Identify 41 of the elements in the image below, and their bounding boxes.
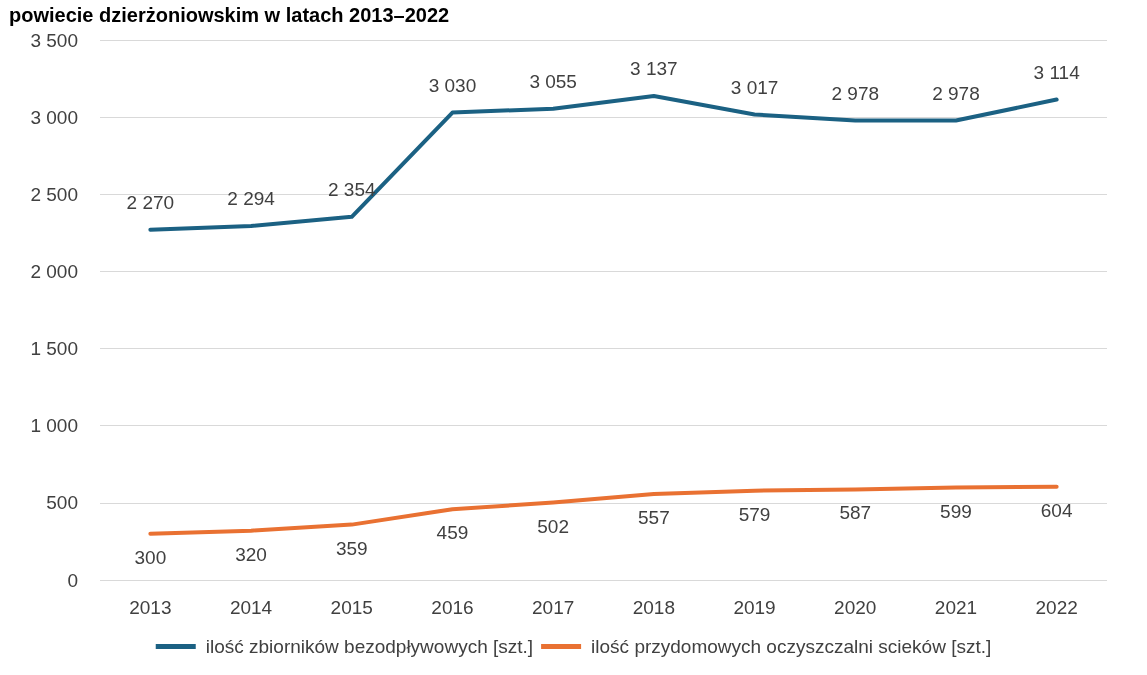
data-label: 2 978 <box>831 82 880 104</box>
data-label: 587 <box>839 502 872 524</box>
y-tick-label: 0 <box>67 569 78 591</box>
data-label: 359 <box>335 537 368 559</box>
data-label: 3 114 <box>1033 61 1081 83</box>
x-tick-label: 2017 <box>532 597 575 618</box>
data-label: 2 294 <box>227 188 276 210</box>
data-label: 3 030 <box>428 74 477 96</box>
data-label: 320 <box>235 543 267 565</box>
data-label: 2 978 <box>932 82 980 104</box>
y-tick-label: 2 500 <box>30 183 78 205</box>
x-tick-label: 2013 <box>129 597 172 618</box>
legend-label: ilość przydomowych oczyszczalni scieków [szt.] <box>591 636 992 657</box>
y-tick-label: 3 500 <box>30 29 78 51</box>
y-tick-label: 1 000 <box>30 415 78 437</box>
chart-title: powiecie dzierżoniowskim w latach 2013–2022 <box>9 4 450 26</box>
data-label: 2 270 <box>126 191 175 213</box>
x-tick-label: 2019 <box>733 597 776 618</box>
y-tick-label: 1 500 <box>30 338 78 360</box>
data-label: 599 <box>940 500 972 522</box>
y-tick-label: 3 000 <box>30 106 78 128</box>
x-tick-label: 2020 <box>834 597 877 618</box>
data-label: 579 <box>738 503 771 525</box>
legend-label: ilość zbiorników bezodpływowych [szt.] <box>205 636 534 657</box>
x-tick-label: 2021 <box>934 597 978 618</box>
x-tick-label: 2016 <box>431 597 474 618</box>
data-label: 2 354 <box>327 178 376 200</box>
x-tick-label: 2014 <box>229 597 273 618</box>
x-tick-label: 2018 <box>632 597 675 618</box>
data-label: 300 <box>134 546 167 568</box>
y-tick-label: 2 000 <box>30 260 78 282</box>
data-label: 3 017 <box>730 76 779 98</box>
y-tick-label: 500 <box>46 492 78 514</box>
data-label: 502 <box>537 515 569 537</box>
data-label: 3 055 <box>529 70 577 92</box>
x-tick-label: 2022 <box>1035 597 1078 618</box>
data-label: 557 <box>638 507 670 529</box>
data-label: 3 137 <box>630 58 678 80</box>
x-tick-label: 2015 <box>330 597 373 618</box>
data-label: 459 <box>436 522 469 544</box>
data-label: 604 <box>1040 499 1073 521</box>
